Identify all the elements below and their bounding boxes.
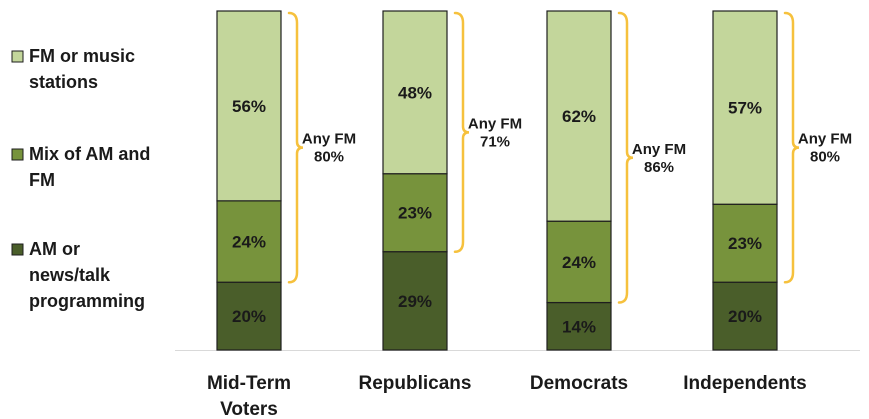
bar-segment [712, 203, 778, 283]
legend-label: news/talk [29, 265, 111, 285]
category-label: Mid-Term [207, 373, 291, 394]
legend-label: stations [29, 72, 98, 92]
annotation-value: 80% [810, 149, 840, 166]
bracket-brace [617, 11, 634, 304]
bar-segment [216, 200, 282, 283]
legend-label: FM [29, 170, 55, 190]
annotation-label: Any FM [632, 141, 686, 158]
bar-segment [712, 10, 778, 205]
bracket-brace [783, 11, 800, 284]
bracket-brace [453, 11, 470, 253]
legend-swatch [11, 148, 24, 161]
bar-segment [382, 10, 448, 175]
bar-value-label: 14% [562, 317, 596, 336]
legend-label: AM or [29, 239, 80, 259]
bar-value-label: 29% [398, 292, 432, 311]
legend-swatch [11, 50, 24, 63]
bar-segment [546, 301, 612, 351]
bar-value-label: 20% [232, 307, 266, 326]
category-label: Voters [220, 399, 278, 419]
bar-value-label: 24% [232, 233, 266, 252]
legend-swatch [11, 243, 24, 256]
category-label: Independents [683, 373, 807, 394]
bar-value-label: 48% [398, 83, 432, 102]
category-label: Democrats [530, 373, 628, 394]
bar-value-label: 56% [232, 97, 266, 116]
category-label: Republicans [359, 373, 472, 394]
bar-segment [546, 220, 612, 304]
bar-value-label: 23% [728, 234, 762, 253]
annotation-label: Any FM [302, 131, 356, 148]
bar-value-label: 23% [398, 204, 432, 223]
bar-value-label: 57% [728, 99, 762, 118]
bar-segment [382, 173, 448, 253]
bar-segment [216, 281, 282, 351]
annotation-label: Any FM [468, 115, 522, 132]
bar-segment [546, 10, 612, 222]
bar-segment [382, 251, 448, 351]
annotation-label: Any FM [798, 131, 852, 148]
bracket-brace [287, 11, 304, 284]
annotation-value: 86% [644, 159, 674, 176]
annotation-value: 71% [480, 133, 510, 150]
bar-segment [216, 10, 282, 202]
bar-value-label: 24% [562, 253, 596, 272]
bar-value-label: 20% [728, 307, 762, 326]
legend-label: Mix of AM and [29, 144, 150, 164]
bar-segment [712, 281, 778, 351]
annotation-value: 80% [314, 149, 344, 166]
bar-value-label: 62% [562, 107, 596, 126]
legend-label: FM or music [29, 46, 135, 66]
legend-label: programming [29, 291, 145, 311]
